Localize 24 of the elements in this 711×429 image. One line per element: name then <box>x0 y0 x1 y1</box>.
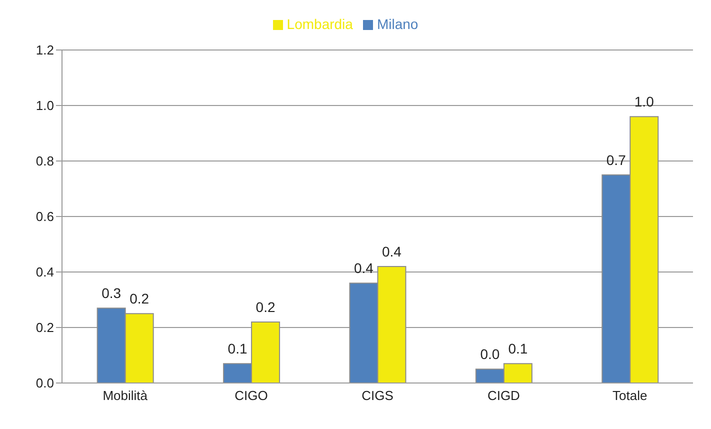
y-tick-label: 0.6 <box>36 209 54 224</box>
y-tick-label: 0.0 <box>36 376 54 391</box>
data-label: 1.0 <box>634 94 654 110</box>
y-tick-label: 1.2 <box>36 42 54 58</box>
legend-label: Milano <box>376 16 418 32</box>
y-tick-label: 0.2 <box>36 320 54 336</box>
data-label: 0.4 <box>354 260 374 276</box>
data-label: 0.0 <box>480 346 500 362</box>
y-tick-label: 0.8 <box>36 154 54 169</box>
data-label: 0.1 <box>508 340 528 357</box>
x-tick-label: Mobilità <box>102 388 148 404</box>
data-label: 0.1 <box>228 340 248 357</box>
data-label: 0.2 <box>256 298 276 315</box>
x-tick-label: CIGD <box>487 388 520 404</box>
legend-label: Lombardia <box>286 16 353 32</box>
data-label: 0.7 <box>606 152 626 168</box>
data-label: 0.2 <box>130 290 150 307</box>
data-label: 0.3 <box>102 285 122 302</box>
y-tick-label: 0.4 <box>36 264 54 280</box>
x-tick-label: CIGO <box>234 388 268 404</box>
y-tick-label: 1.0 <box>36 98 54 114</box>
x-tick-label: CIGS <box>362 388 394 404</box>
data-label: 0.4 <box>382 243 402 260</box>
x-tick-label: Totale <box>612 388 648 404</box>
